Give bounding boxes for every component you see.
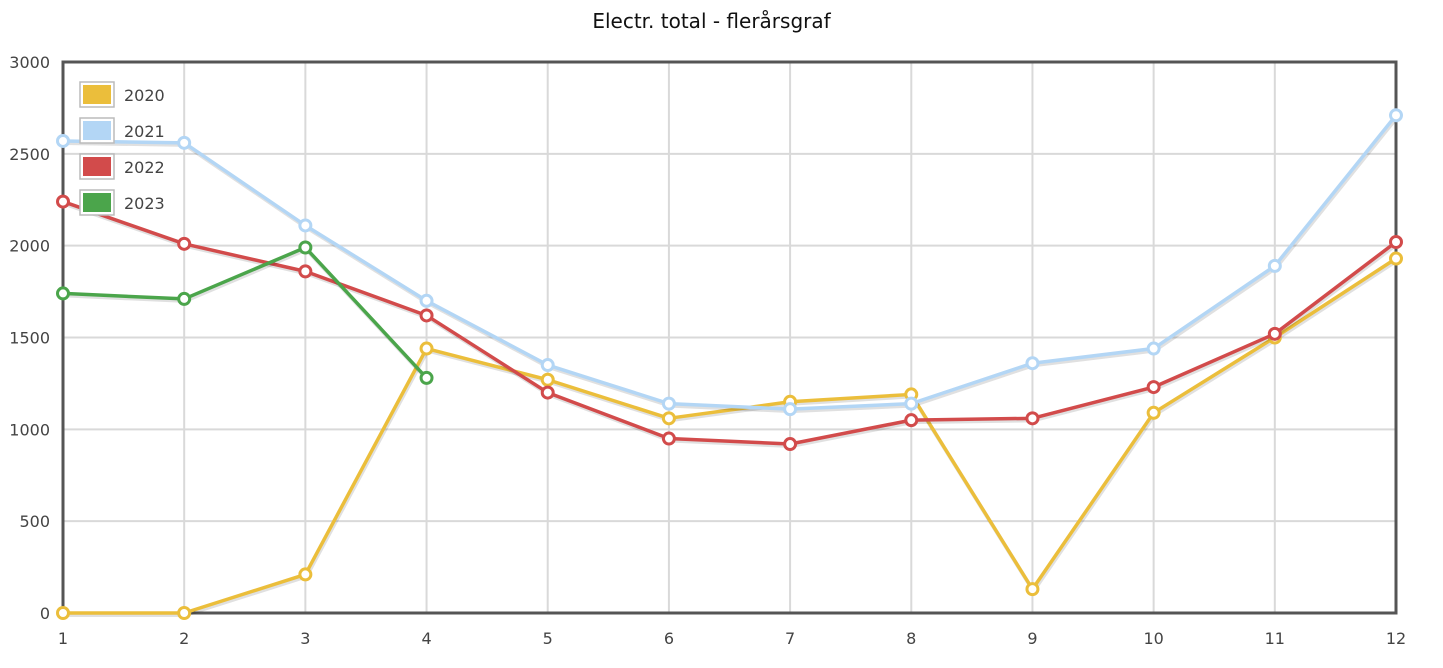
legend-label: 2021 bbox=[124, 122, 165, 141]
legend-swatch bbox=[83, 85, 111, 104]
plot-frame bbox=[61, 60, 1398, 615]
x-tick-label: 12 bbox=[1386, 629, 1406, 648]
data-point[interactable] bbox=[1389, 108, 1403, 123]
data-point[interactable] bbox=[419, 293, 434, 308]
series-line bbox=[62, 114, 1398, 411]
x-tick-label: 7 bbox=[785, 629, 795, 648]
series-line bbox=[63, 257, 1397, 615]
x-axis: 1 2 3 4 5 6 7 8 9 10 11 12 bbox=[58, 629, 1406, 648]
series-2021 bbox=[56, 108, 1403, 417]
legend-label: 2022 bbox=[124, 158, 165, 177]
y-tick-label: 2500 bbox=[9, 145, 50, 164]
legend-item-2021[interactable]: 2021 bbox=[79, 117, 165, 144]
data-point[interactable] bbox=[1146, 405, 1161, 420]
x-tick-label: 3 bbox=[300, 629, 310, 648]
data-point[interactable] bbox=[1025, 582, 1040, 597]
data-point[interactable] bbox=[904, 413, 919, 428]
legend-label: 2020 bbox=[124, 86, 165, 105]
y-axis: 0 500 1000 1500 2000 2500 3000 bbox=[9, 53, 50, 623]
data-point[interactable] bbox=[298, 218, 313, 233]
data-point[interactable] bbox=[540, 385, 555, 400]
x-tick-label: 6 bbox=[664, 629, 674, 648]
series-2022 bbox=[56, 194, 1403, 452]
legend[interactable]: 2020 2021 2022 2023 bbox=[79, 81, 165, 216]
data-point[interactable] bbox=[419, 370, 434, 385]
data-point[interactable] bbox=[177, 135, 192, 150]
data-point[interactable] bbox=[904, 396, 919, 411]
data-point[interactable] bbox=[1146, 380, 1161, 395]
data-point[interactable] bbox=[1025, 411, 1040, 426]
data-point[interactable] bbox=[56, 133, 70, 148]
x-tick-label: 11 bbox=[1265, 629, 1285, 648]
data-point[interactable] bbox=[661, 411, 676, 426]
data-point[interactable] bbox=[783, 437, 798, 452]
data-point[interactable] bbox=[56, 286, 70, 301]
y-tick-label: 500 bbox=[19, 512, 50, 531]
data-point[interactable] bbox=[540, 358, 555, 373]
y-tick-label: 1500 bbox=[9, 329, 50, 348]
legend-item-2023[interactable]: 2023 bbox=[79, 189, 165, 216]
data-point[interactable] bbox=[177, 236, 192, 251]
data-point[interactable] bbox=[298, 567, 313, 582]
data-point[interactable] bbox=[419, 308, 434, 323]
series-2023 bbox=[56, 240, 434, 385]
data-point[interactable] bbox=[1389, 234, 1403, 249]
x-tick-label: 4 bbox=[421, 629, 431, 648]
data-point[interactable] bbox=[56, 606, 70, 620]
data-point[interactable] bbox=[1389, 251, 1403, 266]
data-point[interactable] bbox=[1146, 341, 1161, 356]
x-tick-label: 1 bbox=[58, 629, 68, 648]
x-tick-label: 10 bbox=[1143, 629, 1163, 648]
x-tick-label: 8 bbox=[906, 629, 916, 648]
data-point[interactable] bbox=[540, 372, 555, 387]
y-tick-label: 1000 bbox=[9, 420, 50, 439]
y-tick-label: 2000 bbox=[9, 237, 50, 256]
series-2020 bbox=[56, 251, 1403, 620]
legend-swatch bbox=[83, 157, 111, 176]
data-point[interactable] bbox=[419, 341, 434, 356]
data-point[interactable] bbox=[661, 396, 676, 411]
series-line bbox=[62, 199, 1398, 446]
y-tick-label: 0 bbox=[40, 604, 50, 623]
data-point[interactable] bbox=[1025, 356, 1040, 371]
data-point[interactable] bbox=[177, 606, 192, 620]
legend-item-2020[interactable]: 2020 bbox=[79, 81, 165, 108]
grid bbox=[62, 61, 1397, 614]
data-point[interactable] bbox=[298, 264, 313, 279]
y-tick-label: 3000 bbox=[9, 53, 50, 72]
data-point[interactable] bbox=[298, 240, 313, 255]
data-point[interactable] bbox=[661, 431, 676, 446]
x-tick-label: 2 bbox=[179, 629, 189, 648]
series bbox=[56, 108, 1403, 620]
data-point[interactable] bbox=[177, 291, 192, 306]
series-line bbox=[62, 245, 428, 380]
x-tick-label: 5 bbox=[543, 629, 553, 648]
data-point[interactable] bbox=[1267, 258, 1282, 273]
legend-item-2022[interactable]: 2022 bbox=[79, 153, 165, 180]
x-tick-label: 9 bbox=[1027, 629, 1037, 648]
chart-title: Electr. total - flerårsgraf bbox=[592, 9, 831, 33]
legend-swatch bbox=[83, 121, 111, 140]
data-point[interactable] bbox=[1267, 326, 1282, 341]
data-point[interactable] bbox=[56, 194, 70, 209]
series-line-shadow bbox=[64, 258, 1399, 617]
legend-swatch bbox=[83, 193, 111, 212]
legend-label: 2023 bbox=[124, 194, 165, 213]
data-point[interactable] bbox=[783, 402, 798, 417]
